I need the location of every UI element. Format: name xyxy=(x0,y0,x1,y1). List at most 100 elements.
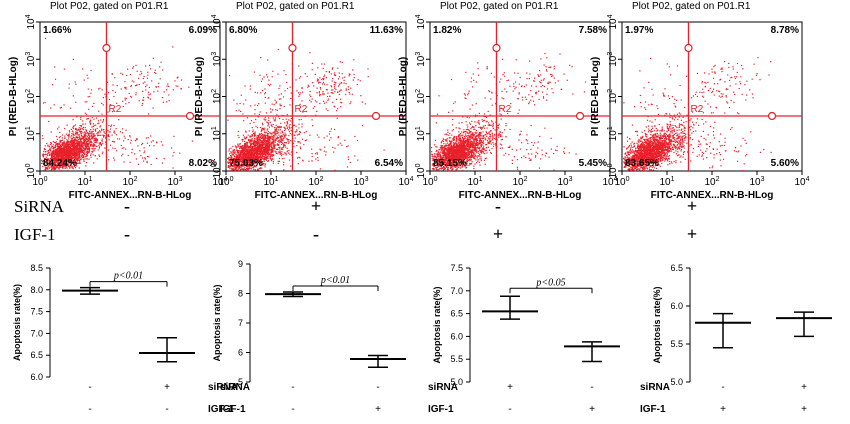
scatter-dot xyxy=(96,127,98,129)
scatter-dot xyxy=(276,131,278,133)
scatter-dot xyxy=(49,154,51,156)
scatter-dot xyxy=(275,102,277,104)
scatter-dot xyxy=(248,164,250,166)
x-tick-label: 103 xyxy=(557,176,572,188)
scatter-dot xyxy=(60,156,63,158)
scatter-dot xyxy=(42,138,44,140)
scatter-dot xyxy=(77,147,79,149)
scatter-dot xyxy=(295,79,297,81)
scatter-dot xyxy=(264,145,266,147)
scatter-dot xyxy=(64,148,66,150)
scatter-dot xyxy=(59,148,61,150)
scatter-dot xyxy=(267,139,269,141)
scatter-dot xyxy=(68,152,70,154)
scatter-dot xyxy=(261,133,263,135)
scatter-dot xyxy=(330,92,332,94)
panel-title: Plot P02, gated on P01.R1 xyxy=(440,1,559,12)
scatter-dot xyxy=(65,166,67,168)
scatter-dot xyxy=(42,153,44,155)
scatter-dot xyxy=(323,76,325,78)
scatter-dot xyxy=(88,132,90,134)
scatter-dot xyxy=(74,149,76,151)
scatter-dot xyxy=(74,146,76,148)
scatter-dot xyxy=(251,160,253,162)
scatter-dot xyxy=(273,139,275,141)
scatter-dot xyxy=(288,119,290,121)
scatter-dot xyxy=(258,167,260,170)
scatter-dot xyxy=(275,109,277,111)
scatter-dot xyxy=(93,148,95,150)
scatter-dot xyxy=(90,89,93,91)
scatter-dot xyxy=(329,130,331,132)
scatter-dot xyxy=(247,154,249,156)
scatter-dot xyxy=(61,134,63,136)
scatter-dot xyxy=(447,162,449,164)
scatter-dot xyxy=(124,137,126,139)
scatter-dot xyxy=(329,95,331,97)
scatter-dot xyxy=(88,151,90,153)
scatter-dot xyxy=(278,144,280,146)
scatter-dot xyxy=(265,157,268,159)
scatter-dot xyxy=(286,87,289,90)
scatter-dot xyxy=(255,166,257,168)
scatter-dot xyxy=(57,153,59,155)
scatter-dot xyxy=(77,134,79,136)
scatter-dot xyxy=(241,155,243,157)
scatter-dot xyxy=(124,81,126,83)
scatter-dot xyxy=(326,89,328,91)
scatter-dot xyxy=(241,163,243,166)
scatter-dot xyxy=(274,141,276,143)
scatter-dot xyxy=(89,138,91,140)
scatter-dot xyxy=(86,154,88,156)
scatter-dot xyxy=(76,165,78,167)
scatter-dot xyxy=(89,121,91,123)
scatter-dot xyxy=(44,164,46,166)
scatter-dot xyxy=(75,140,77,142)
scatter-dot xyxy=(134,140,136,142)
scatter-dot xyxy=(277,153,279,155)
scatter-dot xyxy=(242,161,244,163)
scatter-dot xyxy=(279,146,281,148)
scatter-dot xyxy=(43,154,45,156)
scatter-dot xyxy=(144,81,146,83)
scatter-dot xyxy=(251,161,253,163)
scatter-dot xyxy=(246,162,248,164)
scatter-dot xyxy=(281,147,283,149)
scatter-dot xyxy=(458,134,460,136)
scatter-dot xyxy=(83,133,85,135)
scatter-dot xyxy=(246,154,248,156)
scatter-dot xyxy=(97,132,99,134)
scatter-dot xyxy=(86,158,88,160)
scatter-dot xyxy=(68,159,70,161)
scatter-dot xyxy=(77,159,79,161)
scatter-dot xyxy=(91,131,93,133)
scatter-dot xyxy=(232,145,234,147)
scatter-dot xyxy=(149,145,151,147)
scatter-dot xyxy=(244,146,246,148)
scatter-dot xyxy=(236,154,238,156)
scatter-dot xyxy=(272,135,274,138)
scatter-dot xyxy=(265,119,267,121)
scatter-dot xyxy=(62,149,64,151)
scatter-dot xyxy=(74,152,76,154)
scatter-dot xyxy=(233,160,235,163)
scatter-dot xyxy=(257,139,259,142)
scatter-dot xyxy=(232,158,234,161)
scatter-dot xyxy=(342,77,344,79)
scatter-dot xyxy=(272,139,274,141)
scatter-dot xyxy=(333,81,336,83)
scatter-dot xyxy=(83,149,85,151)
scatter-dot xyxy=(140,155,142,157)
scatter-dot xyxy=(74,147,76,149)
scatter-dot xyxy=(102,129,104,131)
scatter-dot xyxy=(93,118,95,120)
scatter-dot xyxy=(54,156,56,158)
scatter-dot xyxy=(44,169,47,171)
scatter-dot xyxy=(315,153,317,155)
scatter-dot xyxy=(124,99,126,101)
scatter-dot xyxy=(480,141,482,143)
scatter-dot xyxy=(258,153,261,155)
scatter-dot xyxy=(69,153,71,155)
scatter-dot xyxy=(246,158,248,160)
